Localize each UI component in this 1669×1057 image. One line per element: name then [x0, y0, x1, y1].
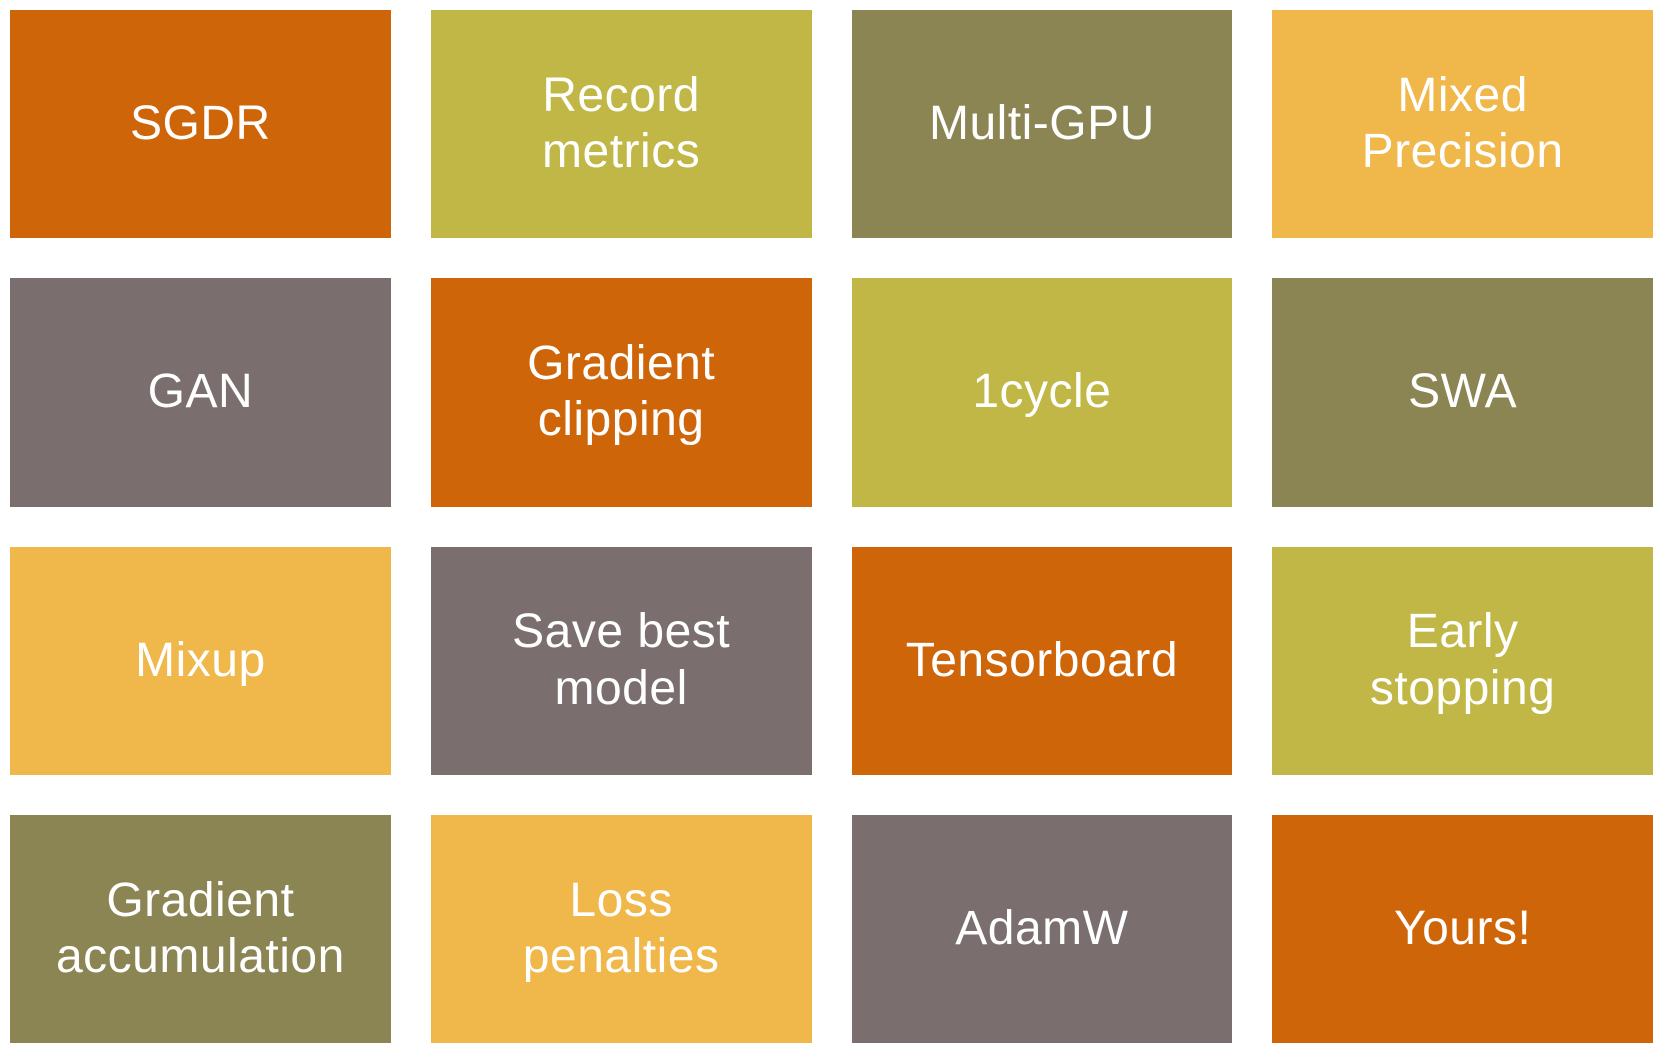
- tile-mixup: Mixup: [10, 546, 391, 775]
- tile-loss-penalties: Loss penalties: [430, 814, 812, 1043]
- tile-swa: SWA: [1272, 278, 1653, 507]
- tile-gan: GAN: [10, 278, 391, 507]
- tile-label-gradient-accumulation: Gradient accumulation: [55, 873, 345, 983]
- tile-gradient-accumulation: Gradient accumulation: [10, 814, 391, 1043]
- tile-label-mixed-precision: Mixed Precision: [1361, 68, 1564, 179]
- tile-label-yours: Yours!: [1393, 901, 1532, 955]
- tile-label-tensorboard: Tensorboard: [905, 633, 1179, 687]
- tile-early-stopping: Early stopping: [1272, 546, 1653, 775]
- tile-save-best-model: Save best model: [430, 546, 812, 775]
- tile-gradient-clipping: Gradient clipping: [430, 278, 812, 507]
- technique-tile-grid: SGDR Record metrics Multi-GPU Mixed Prec…: [10, 10, 1653, 1043]
- tile-label-record-metrics: Record metrics: [542, 68, 701, 179]
- tile-label-early-stopping: Early stopping: [1369, 605, 1556, 715]
- tile-label-swa: SWA: [1408, 365, 1518, 419]
- tile-label-gradient-clipping: Gradient clipping: [527, 337, 716, 447]
- tile-sgdr: SGDR: [10, 10, 391, 239]
- tile-label-adamw: AdamW: [955, 901, 1129, 955]
- tile-adamw: AdamW: [851, 814, 1233, 1043]
- tile-label-multi-gpu: Multi-GPU: [928, 97, 1155, 151]
- tile-label-mixup: Mixup: [135, 633, 266, 687]
- tile-mixed-precision: Mixed Precision: [1272, 10, 1653, 239]
- tile-label-sgdr: SGDR: [130, 97, 271, 151]
- tile-label-gan: GAN: [147, 365, 254, 419]
- tile-label-loss-penalties: Loss penalties: [522, 873, 720, 983]
- tile-yours: Yours!: [1272, 814, 1653, 1043]
- tile-1cycle: 1cycle: [851, 278, 1233, 507]
- tile-tensorboard: Tensorboard: [851, 546, 1233, 775]
- tile-multi-gpu: Multi-GPU: [851, 10, 1233, 239]
- tile-label-save-best-model: Save best model: [512, 605, 731, 715]
- tile-label-1cycle: 1cycle: [972, 365, 1112, 419]
- tile-record-metrics: Record metrics: [430, 10, 812, 239]
